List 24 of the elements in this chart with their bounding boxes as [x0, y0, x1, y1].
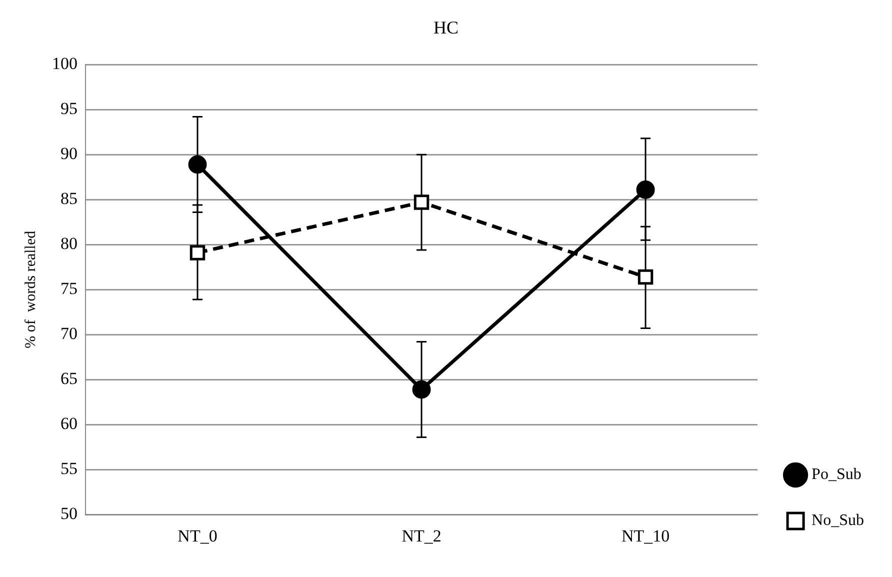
point: [188, 155, 207, 174]
y-tick-label: 95: [60, 99, 78, 118]
point: [636, 180, 655, 199]
x-tick-label: NT_10: [621, 526, 670, 546]
y-tick-label: 55: [60, 459, 78, 478]
y-tick-label: 70: [60, 324, 78, 344]
y-tick-label: 60: [60, 414, 78, 434]
legend-label: Po_Sub: [812, 466, 862, 484]
y-tick-label: 85: [60, 189, 78, 208]
y-tick-label: 80: [60, 234, 78, 254]
chart-title: HC: [433, 18, 459, 38]
point: [414, 194, 430, 210]
y-tick-label: 90: [60, 144, 78, 164]
x-tick-label: NT_2: [402, 526, 442, 546]
y-tick-label: 100: [52, 54, 78, 74]
x-tick-label: NT_0: [178, 526, 218, 546]
point: [190, 245, 206, 260]
y-tick-label: 65: [60, 369, 78, 388]
y-axis-title: % of words realled: [22, 230, 39, 348]
point: [638, 269, 654, 285]
legend-label: No_Sub: [812, 512, 864, 530]
point: [412, 380, 431, 399]
y-tick-label: 50: [60, 504, 78, 524]
y-tick-label: 75: [60, 279, 78, 298]
